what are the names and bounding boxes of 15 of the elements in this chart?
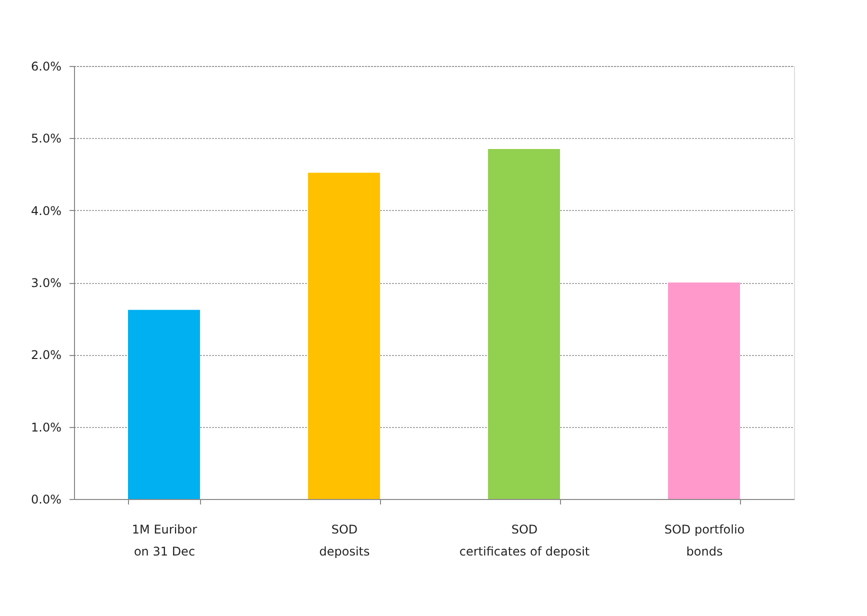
bar [668, 282, 740, 499]
x-tick-label: SOD deposits [319, 522, 370, 558]
bar [308, 172, 380, 499]
y-tick-label: 3.0% [31, 276, 62, 290]
x-tick-label: 1M Euribor on 31 Dec [132, 522, 198, 558]
y-tick-label: 0.0% [31, 492, 62, 506]
y-tick-label: 6.0% [31, 60, 62, 74]
bar [128, 310, 200, 499]
y-tick-label: 5.0% [31, 132, 62, 146]
y-tick-label: 2.0% [31, 348, 62, 362]
x-tick-label: SOD portfolio bonds [664, 522, 745, 558]
bar [488, 148, 560, 499]
y-tick-label: 4.0% [31, 204, 62, 218]
x-tick-label: SOD certificates of deposit [459, 522, 590, 558]
y-tick-label: 1.0% [31, 420, 62, 434]
